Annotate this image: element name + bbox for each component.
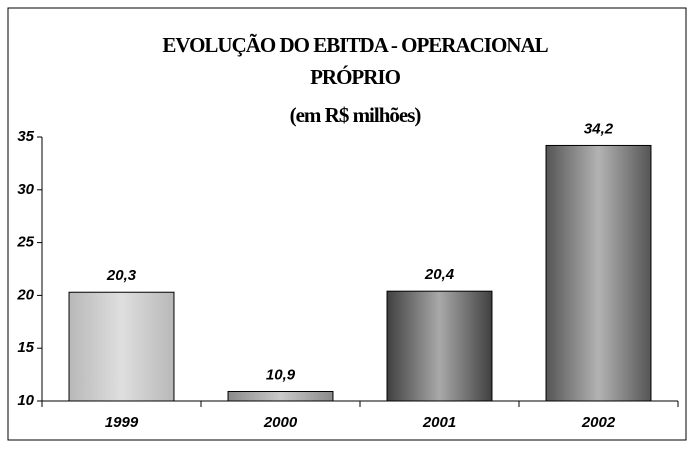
y-tick-label: 35 <box>17 128 34 145</box>
bar <box>227 390 334 402</box>
bar <box>545 144 652 402</box>
x-tick-label: 1999 <box>105 414 139 431</box>
chart-subtitle: (em R$ milhões) <box>290 103 422 127</box>
value-label: 10,9 <box>266 366 296 383</box>
value-label: 20,3 <box>106 267 137 284</box>
y-tick-label: 25 <box>16 234 34 251</box>
value-label: 20,4 <box>424 266 455 283</box>
bar <box>386 290 493 402</box>
chart-title-line2: PRÓPRIO <box>310 65 400 89</box>
y-tick-label: 15 <box>17 339 34 356</box>
y-tick-label: 20 <box>16 286 34 303</box>
x-tick-label: 2000 <box>263 414 298 431</box>
y-tick-label: 10 <box>17 392 34 409</box>
x-tick-label: 2001 <box>422 414 456 431</box>
x-tick-label: 2002 <box>581 414 616 431</box>
value-label: 34,2 <box>584 120 614 137</box>
bar <box>68 291 175 402</box>
chart-title: EVOLUÇÃO DO EBITDA - OPERACIONAL <box>162 33 548 57</box>
y-tick-label: 30 <box>17 181 34 198</box>
